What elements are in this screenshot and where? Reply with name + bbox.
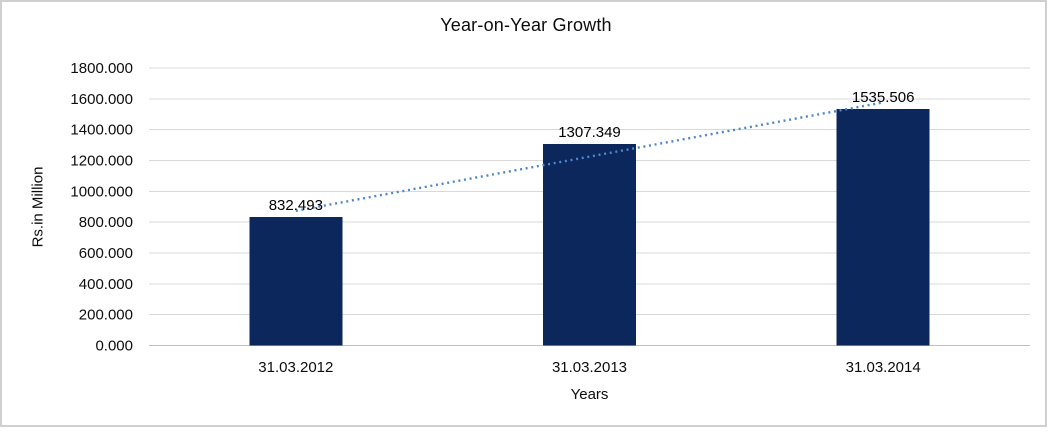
y-tick-label: 800.000 [79,214,133,231]
trendline[interactable] [295,101,884,212]
bar[interactable] [543,143,636,346]
chart-title: Year-on-Year Growth [440,15,612,35]
x-tick-label: 31.03.2013 [552,359,627,376]
bar-data-label: 832.493 [269,197,323,214]
x-tick-label: 31.03.2012 [258,359,333,376]
y-tick-label: 1600.000 [70,91,133,108]
x-axis-title: Years [570,386,609,403]
bar[interactable] [836,108,930,346]
y-tick-label: 200.000 [79,307,133,324]
bar[interactable] [249,217,343,346]
bar-data-label: 1535.506 [852,89,915,106]
y-tick-label: 1400.000 [70,122,133,139]
y-tick-label: 1000.000 [70,183,133,200]
y-tick-label: 1200.000 [70,153,133,170]
y-tick-label: 600.000 [79,245,133,262]
x-tick-label: 31.03.2014 [846,359,921,376]
y-tick-label: 0.000 [95,338,133,355]
y-tick-label: 1800.000 [70,60,133,77]
y-tick-label: 400.000 [79,276,133,293]
bar-data-label: 1307.349 [558,124,621,141]
